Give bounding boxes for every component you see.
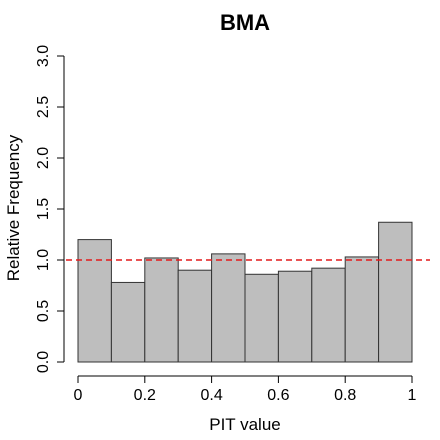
- y-tick-label: 1.5: [35, 198, 52, 220]
- y-tick-label: 2.0: [35, 147, 52, 169]
- y-tick-label: 2.5: [35, 96, 52, 118]
- y-tick-label: 0.0: [35, 351, 52, 373]
- y-tick-label: 3.0: [35, 45, 52, 67]
- histogram-bar-4: [177, 269, 213, 363]
- y-tick-label: 1.0: [35, 249, 52, 271]
- x-tick-label: 0: [74, 387, 83, 404]
- y-axis: 0.0 0.5 1.0 1.5 2.0 2.5 3.0: [35, 45, 65, 373]
- x-tick-label: 1: [408, 387, 417, 404]
- y-tick-label: 0.5: [35, 300, 52, 322]
- x-tick-label: 0.8: [334, 387, 356, 404]
- y-axis-label: Relative Frequency: [4, 134, 23, 281]
- histogram-bar-2: [110, 281, 146, 363]
- x-axis: 0 0.2 0.4 0.6 0.8 1: [74, 375, 417, 404]
- x-axis-label: PIT value: [209, 415, 281, 434]
- histogram-bar-10: [378, 221, 413, 363]
- histogram-bar-1: [77, 239, 112, 363]
- x-tick-label: 0.2: [134, 387, 156, 404]
- bars-group: [77, 221, 413, 363]
- histogram-bar-8: [311, 267, 346, 363]
- histogram-bar-5: [211, 253, 246, 363]
- x-tick-label: 0.6: [267, 387, 289, 404]
- x-tick-label: 0.4: [200, 387, 222, 404]
- histogram-bar-6: [244, 273, 279, 363]
- histogram-bar-7: [277, 270, 313, 363]
- histogram-bar-3: [144, 257, 179, 363]
- histogram-bar-9: [344, 256, 380, 363]
- chart-title: BMA: [220, 10, 270, 35]
